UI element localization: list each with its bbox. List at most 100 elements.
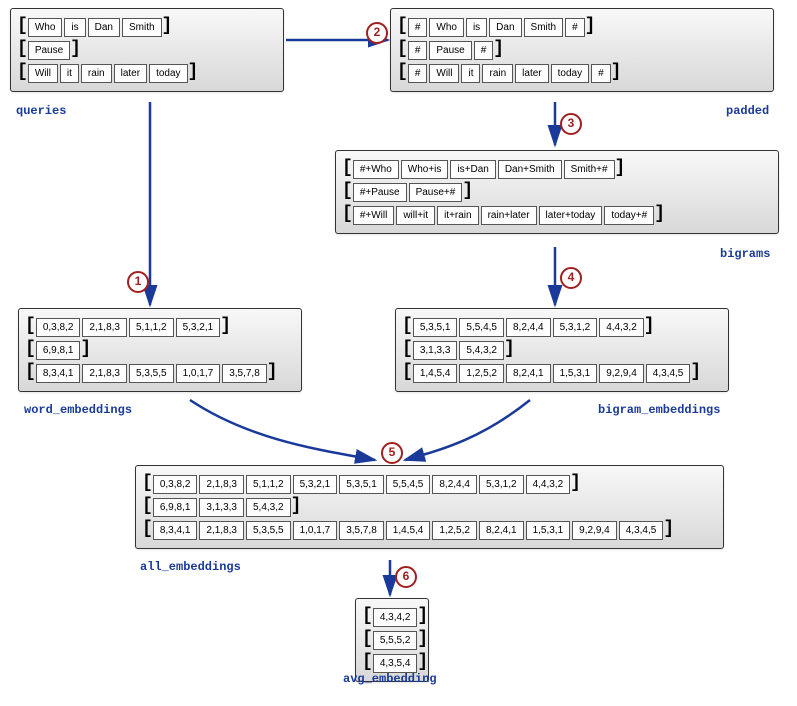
bracket-close: ] (615, 159, 626, 179)
bigrams-cell: #+Will (353, 206, 395, 225)
bigrams-row: [#+PausePause+#] (342, 182, 772, 202)
bigrams-cell: Smith+# (564, 160, 615, 179)
label-word-embeddings: word_embeddings (24, 403, 132, 417)
word-embeddings-cell: 8,3,4,1 (36, 364, 81, 383)
queries-cell: today (149, 64, 187, 83)
avg-embedding-row: [5,5,5,2] (362, 630, 422, 650)
bracket-close: ] (690, 363, 701, 383)
queries-row: [WhoisDanSmith] (17, 17, 277, 37)
bigram-embeddings-cell: 5,4,3,2 (459, 341, 504, 360)
bracket-close: ] (162, 17, 173, 37)
bracket-open: [ (342, 159, 353, 179)
bigrams-cell: Pause+# (409, 183, 463, 202)
padded-cell: # (408, 18, 428, 37)
padded-cell: today (551, 64, 589, 83)
avg-embedding-cell: 4,3,5,4 (373, 654, 418, 673)
bracket-close: ] (644, 317, 655, 337)
all-embeddings-cell: 4,4,3,2 (526, 475, 571, 494)
all-embeddings-cell: 0,3,8,2 (153, 475, 198, 494)
all-embeddings-cell: 8,2,4,1 (479, 521, 524, 540)
padded-cell: Will (429, 64, 459, 83)
bracket-close: ] (462, 182, 473, 202)
bigram-embeddings-row: [3,1,3,35,4,3,2] (402, 340, 722, 360)
bigram-embeddings-cell: 5,3,5,1 (413, 318, 458, 337)
queries-cell: Dan (88, 18, 120, 37)
all-embeddings-cell: 6,9,8,1 (153, 498, 198, 517)
word-embeddings-row: [6,9,8,1] (25, 340, 295, 360)
padded-row: [#WhoisDanSmith#] (397, 17, 767, 37)
bigram-embeddings-cell: 8,2,4,4 (506, 318, 551, 337)
bigrams-cell: today+# (604, 206, 654, 225)
node-all-embeddings: [0,3,8,22,1,8,35,1,1,25,3,2,15,3,5,15,5,… (135, 465, 724, 549)
all-embeddings-cell: 1,2,5,2 (432, 521, 477, 540)
label-queries: queries (16, 104, 66, 118)
word-embeddings-cell: 5,1,1,2 (129, 318, 174, 337)
label-all-embeddings: all_embeddings (140, 560, 241, 574)
bracket-open: [ (397, 63, 408, 83)
word-embeddings-row: [8,3,4,12,1,8,35,3,5,51,0,1,73,5,7,8] (25, 363, 295, 383)
bigram-embeddings-cell: 5,5,4,5 (459, 318, 504, 337)
word-embeddings-cell: 3,5,7,8 (222, 364, 267, 383)
word-embeddings-cell: 2,1,8,3 (82, 318, 127, 337)
bigrams-row: [#+WhoWho+isis+DanDan+SmithSmith+#] (342, 159, 772, 179)
word-embeddings-cell: 5,3,5,5 (129, 364, 174, 383)
bracket-close: ] (80, 340, 91, 360)
all-embeddings-cell: 5,3,1,2 (479, 475, 524, 494)
queries-cell: it (60, 64, 79, 83)
queries-cell: rain (81, 64, 112, 83)
padded-cell: # (591, 64, 611, 83)
padded-cell: Pause (429, 41, 471, 60)
bigram-embeddings-row: [1,4,5,41,2,5,28,2,4,11,5,3,19,2,9,44,3,… (402, 363, 722, 383)
bracket-open: [ (342, 205, 353, 225)
step-5: 5 (381, 442, 403, 464)
bigram-embeddings-cell: 4,4,3,2 (599, 318, 644, 337)
bigram-embeddings-cell: 5,3,1,2 (553, 318, 598, 337)
all-embeddings-cell: 8,2,4,4 (432, 475, 477, 494)
bracket-open: [ (362, 630, 373, 650)
bigram-embeddings-cell: 1,5,3,1 (553, 364, 598, 383)
queries-cell: later (114, 64, 147, 83)
all-embeddings-cell: 5,3,5,5 (246, 521, 291, 540)
bigrams-cell: #+Pause (353, 183, 407, 202)
avg-embedding-cell: 5,5,5,2 (373, 631, 418, 650)
node-padded: [#WhoisDanSmith#][#Pause#][#Willitrainla… (390, 8, 774, 92)
padded-cell: Who (429, 18, 464, 37)
queries-cell: Who (28, 18, 63, 37)
all-embeddings-row: [6,9,8,13,1,3,35,4,3,2] (142, 497, 717, 517)
padded-cell: # (408, 64, 428, 83)
bigram-embeddings-cell: 3,1,3,3 (413, 341, 458, 360)
all-embeddings-cell: 1,5,3,1 (526, 521, 571, 540)
step-6: 6 (395, 566, 417, 588)
queries-cell: is (64, 18, 85, 37)
node-bigrams: [#+WhoWho+isis+DanDan+SmithSmith+#][#+Pa… (335, 150, 779, 234)
all-embeddings-cell: 5,5,4,5 (386, 475, 431, 494)
bigrams-cell: it+rain (437, 206, 479, 225)
padded-cell: # (474, 41, 494, 60)
padded-row: [#Willitrainlatertoday#] (397, 63, 767, 83)
word-embeddings-cell: 2,1,8,3 (82, 364, 127, 383)
word-embeddings-cell: 0,3,8,2 (36, 318, 81, 337)
word-embeddings-row: [0,3,8,22,1,8,35,1,1,25,3,2,1] (25, 317, 295, 337)
bracket-close: ] (663, 520, 674, 540)
bracket-close: ] (585, 17, 596, 37)
all-embeddings-cell: 5,3,2,1 (293, 475, 338, 494)
bigram-embeddings-cell: 1,2,5,2 (459, 364, 504, 383)
label-avg-embedding: avg_embedding (343, 672, 437, 686)
bracket-close: ] (291, 497, 302, 517)
node-word-embeddings: [0,3,8,22,1,8,35,1,1,25,3,2,1] [6,9,8,1] [… (18, 308, 302, 392)
node-avg-embedding: [4,3,4,2][5,5,5,2][4,3,5,4] (355, 598, 429, 682)
bigrams-cell: #+Who (353, 160, 399, 179)
padded-cell: it (461, 64, 480, 83)
padded-cell: Dan (489, 18, 521, 37)
all-embeddings-row: [0,3,8,22,1,8,35,1,1,25,3,2,15,3,5,15,5,… (142, 474, 717, 494)
bracket-open: [ (342, 182, 353, 202)
bracket-open: [ (17, 17, 28, 37)
all-embeddings-cell: 1,4,5,4 (386, 521, 431, 540)
all-embeddings-row: [8,3,4,12,1,8,35,3,5,51,0,1,73,5,7,81,4,… (142, 520, 717, 540)
queries-cell: Pause (28, 41, 70, 60)
bigram-embeddings-row: [5,3,5,15,5,4,58,2,4,45,3,1,24,4,3,2] (402, 317, 722, 337)
node-bigram-embeddings: [5,3,5,15,5,4,58,2,4,45,3,1,24,4,3,2] [3,… (395, 308, 729, 392)
all-embeddings-cell: 9,2,9,4 (572, 521, 617, 540)
bigrams-cell: is+Dan (450, 160, 495, 179)
bracket-close: ] (654, 205, 665, 225)
